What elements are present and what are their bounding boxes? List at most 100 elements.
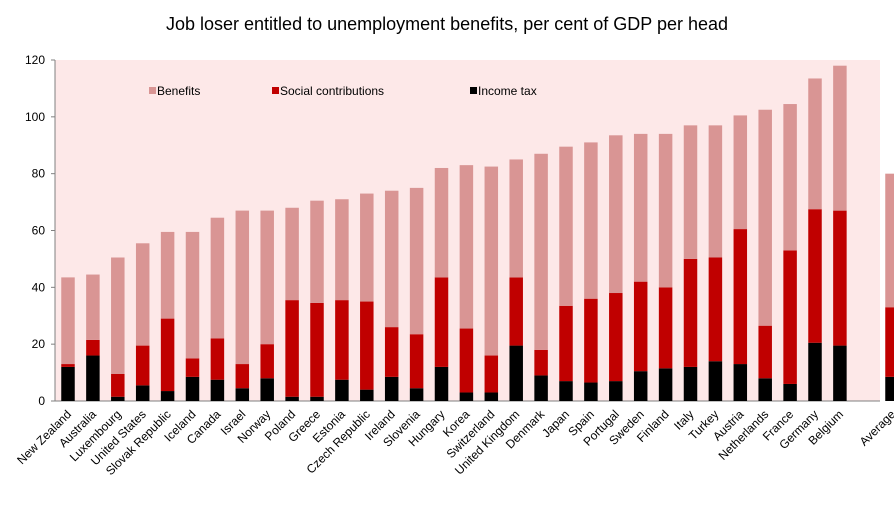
bar-segment-social-contributions bbox=[683, 258, 698, 367]
bar-iceland bbox=[185, 231, 200, 401]
bar-segment-benefits bbox=[584, 142, 598, 299]
y-tick-label: 100 bbox=[25, 110, 45, 124]
bar-italy bbox=[683, 125, 698, 401]
bar-japan bbox=[559, 146, 573, 401]
bar-segment-benefits bbox=[285, 207, 299, 301]
bar-segment-income-tax bbox=[633, 371, 648, 401]
bar-segment-social-contributions bbox=[559, 305, 573, 382]
bar-segment-income-tax bbox=[559, 381, 573, 401]
bar-switzerland bbox=[484, 166, 499, 401]
bar-segment-social-contributions bbox=[833, 210, 847, 346]
bar-segment-social-contributions bbox=[758, 325, 772, 379]
bar-segment-social-contributions bbox=[61, 364, 75, 367]
bar-segment-benefits bbox=[484, 166, 499, 356]
bar-segment-social-contributions bbox=[584, 298, 598, 383]
bar-poland bbox=[285, 207, 299, 401]
bar-czech-republic bbox=[360, 193, 374, 401]
bar-segment-benefits bbox=[310, 200, 324, 303]
bar-segment-benefits bbox=[434, 167, 449, 278]
bar-australia bbox=[86, 274, 100, 401]
bar-segment-benefits bbox=[509, 159, 523, 278]
bar-segment-income-tax bbox=[534, 375, 548, 401]
legend-item-income-tax: Income tax bbox=[470, 84, 537, 98]
bar-netherlands bbox=[758, 109, 772, 401]
bar-segment-benefits bbox=[559, 146, 573, 306]
bar-slovak-republic bbox=[160, 231, 175, 401]
bar-segment-benefits bbox=[210, 217, 225, 339]
bar-segment-benefits bbox=[61, 277, 75, 365]
bar-segment-benefits bbox=[384, 190, 399, 328]
bar-segment-benefits bbox=[185, 231, 200, 359]
bar-segment-income-tax bbox=[335, 379, 349, 401]
bar-segment-income-tax bbox=[310, 396, 324, 401]
bar-estonia bbox=[335, 199, 349, 401]
bar-segment-income-tax bbox=[783, 383, 797, 401]
bar-segment-income-tax bbox=[86, 355, 100, 401]
bar-segment-benefits bbox=[409, 187, 424, 335]
bar-segment-benefits bbox=[758, 109, 772, 326]
bar-segment-social-contributions bbox=[708, 257, 723, 362]
bar-segment-income-tax bbox=[111, 396, 125, 401]
x-tick-label: Japan bbox=[539, 407, 572, 440]
bar-israel bbox=[235, 210, 250, 401]
bar-segment-income-tax bbox=[584, 382, 598, 401]
bar-segment-benefits bbox=[633, 133, 648, 282]
bar-canada bbox=[210, 217, 225, 401]
bar-segment-social-contributions bbox=[285, 300, 299, 397]
bar-luxembourg bbox=[111, 257, 125, 401]
bar-segment-income-tax bbox=[61, 366, 75, 401]
bar-segment-social-contributions bbox=[534, 349, 548, 376]
bar-segment-social-contributions bbox=[135, 345, 150, 386]
bar-segment-income-tax bbox=[285, 396, 299, 401]
bar-segment-income-tax bbox=[434, 366, 449, 401]
bar-segment-social-contributions bbox=[733, 229, 748, 365]
bar-segment-benefits bbox=[783, 104, 797, 251]
bar-segment-income-tax bbox=[135, 385, 150, 401]
y-tick-label: 80 bbox=[32, 167, 46, 181]
legend-item-social-contributions: Social contributions bbox=[272, 84, 384, 98]
bar-norway bbox=[260, 210, 274, 401]
bar-segment-benefits bbox=[658, 133, 673, 288]
bar-segment-social-contributions bbox=[360, 301, 374, 390]
bar-segment-social-contributions bbox=[260, 344, 274, 379]
bar-segment-benefits bbox=[135, 243, 150, 346]
bar-segment-income-tax bbox=[384, 376, 399, 401]
bar-segment-benefits bbox=[683, 125, 698, 259]
bar-segment-benefits bbox=[833, 65, 847, 211]
bar-united-states bbox=[135, 243, 150, 401]
bar-segment-benefits bbox=[160, 231, 175, 319]
bar-germany bbox=[808, 78, 822, 401]
bar-segment-social-contributions bbox=[384, 327, 399, 377]
bar-segment-benefits bbox=[335, 199, 349, 301]
bar-hungary bbox=[434, 167, 449, 401]
legend-label: Social contributions bbox=[280, 84, 384, 98]
y-tick-label: 0 bbox=[38, 394, 45, 408]
bar-segment-income-tax bbox=[609, 381, 623, 401]
bar-segment-income-tax bbox=[409, 388, 424, 401]
bar-denmark bbox=[534, 153, 548, 401]
bar-segment-income-tax bbox=[885, 376, 894, 401]
bar-segment-benefits bbox=[459, 165, 474, 329]
bar-korea bbox=[459, 165, 474, 401]
bar-segment-benefits bbox=[111, 257, 125, 375]
bar-ireland bbox=[384, 190, 399, 401]
bar-segment-benefits bbox=[885, 173, 894, 308]
bar-united-kingdom bbox=[509, 159, 523, 401]
bar-segment-social-contributions bbox=[633, 281, 648, 372]
bar-segment-income-tax bbox=[160, 391, 175, 401]
bar-segment-income-tax bbox=[235, 388, 250, 401]
bar-segment-social-contributions bbox=[484, 355, 499, 393]
legend: Benefits Social contributions Income tax bbox=[149, 84, 537, 98]
bar-segment-income-tax bbox=[733, 364, 748, 401]
bar-segment-income-tax bbox=[808, 342, 822, 401]
legend-swatch bbox=[149, 87, 156, 94]
bar-segment-benefits bbox=[260, 210, 274, 345]
bar-segment-benefits bbox=[708, 125, 723, 258]
y-tick-label: 60 bbox=[32, 224, 46, 238]
bar-segment-benefits bbox=[733, 115, 748, 230]
bar-segment-benefits bbox=[86, 274, 100, 340]
bar-segment-income-tax bbox=[509, 345, 523, 401]
y-tick-label: 20 bbox=[32, 337, 46, 351]
